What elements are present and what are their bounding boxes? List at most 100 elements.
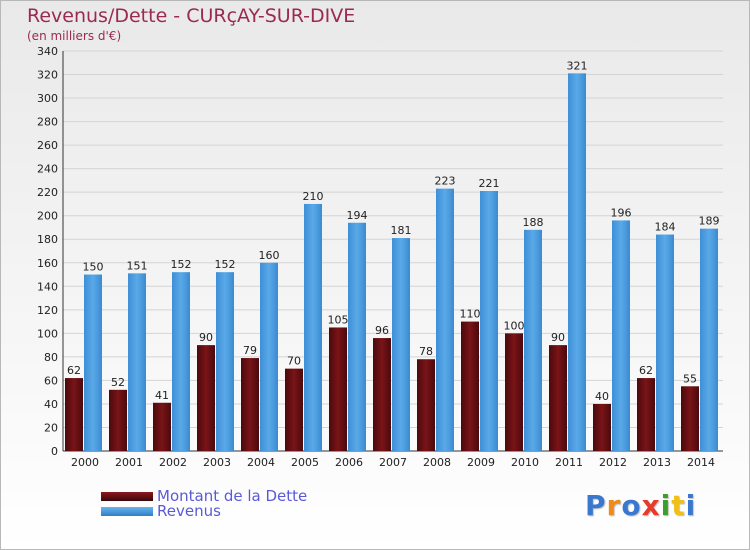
x-tick-label: 2006: [335, 456, 363, 469]
bar-dette: [505, 333, 523, 451]
y-tick-label: 180: [37, 233, 58, 246]
bar-revenus: [612, 220, 630, 451]
y-tick-label: 220: [37, 186, 58, 199]
data-label-dette: 41: [155, 389, 169, 402]
chart-title: Revenus/Dette - CURçAY-SUR-DIVE: [27, 5, 356, 27]
data-label-dette: 62: [67, 364, 81, 377]
x-tick-label: 2004: [247, 456, 275, 469]
bar-dette: [329, 327, 347, 451]
bar-revenus: [700, 228, 718, 451]
data-label-dette: 105: [328, 313, 349, 326]
logo-letter: t: [671, 489, 686, 522]
legend-swatch-revenus: [101, 507, 153, 516]
x-tick-label: 2002: [159, 456, 187, 469]
bar-dette: [373, 338, 391, 451]
y-tick-label: 240: [37, 163, 58, 176]
data-label-revenus: 152: [215, 258, 236, 271]
data-label-revenus: 184: [655, 221, 676, 234]
bar-revenus: [304, 203, 322, 451]
data-label-revenus: 181: [391, 224, 412, 237]
bar-dette: [109, 389, 127, 451]
y-tick-label: 120: [37, 304, 58, 317]
data-label-revenus: 194: [347, 209, 368, 222]
bar-revenus: [216, 272, 234, 451]
y-tick-label: 100: [37, 327, 58, 340]
legend-swatch-dette: [101, 492, 153, 501]
y-tick-label: 0: [51, 445, 58, 458]
bar-revenus: [524, 229, 542, 451]
bar-dette: [549, 345, 567, 451]
data-label-dette: 90: [199, 331, 213, 344]
logo-letter: x: [641, 489, 661, 522]
data-label-dette: 40: [595, 390, 609, 403]
logo-letter: o: [621, 489, 642, 522]
data-label-revenus: 221: [479, 177, 500, 190]
bar-dette: [681, 386, 699, 451]
x-tick-label: 2007: [379, 456, 407, 469]
data-label-dette: 90: [551, 331, 565, 344]
x-tick-label: 2012: [599, 456, 627, 469]
bar-revenus: [480, 191, 498, 451]
y-tick-label: 300: [37, 92, 58, 105]
bar-revenus: [436, 188, 454, 451]
data-label-revenus: 223: [435, 175, 456, 188]
data-label-dette: 55: [683, 372, 697, 385]
bar-revenus: [392, 238, 410, 451]
data-label-revenus: 210: [303, 190, 324, 203]
logo-letter: P: [585, 489, 607, 522]
y-tick-label: 200: [37, 210, 58, 223]
x-tick-label: 2011: [555, 456, 583, 469]
x-tick-label: 2008: [423, 456, 451, 469]
data-label-revenus: 321: [567, 59, 588, 72]
x-tick-label: 2003: [203, 456, 231, 469]
proxiti-logo: Proxiti: [585, 489, 696, 522]
x-tick-label: 2000: [71, 456, 99, 469]
data-label-dette: 79: [243, 344, 257, 357]
data-label-dette: 70: [287, 355, 301, 368]
y-tick-label: 280: [37, 116, 58, 129]
bar-dette: [593, 403, 611, 451]
x-tick-label: 2005: [291, 456, 319, 469]
bar-revenus: [348, 222, 366, 451]
y-tick-label: 140: [37, 280, 58, 293]
y-tick-label: 60: [44, 374, 58, 387]
data-label-dette: 110: [460, 308, 481, 321]
data-label-revenus: 160: [259, 249, 280, 262]
data-label-revenus: 152: [171, 258, 192, 271]
data-label-revenus: 189: [699, 215, 720, 228]
x-tick-label: 2013: [643, 456, 671, 469]
x-tick-label: 2010: [511, 456, 539, 469]
logo-letter: i: [660, 489, 672, 522]
data-label-dette: 96: [375, 324, 389, 337]
data-label-revenus: 150: [83, 261, 104, 274]
x-tick-label: 2001: [115, 456, 143, 469]
bar-dette: [637, 378, 655, 451]
data-label-revenus: 151: [127, 259, 148, 272]
bar-revenus: [656, 234, 674, 451]
data-label-dette: 62: [639, 364, 653, 377]
data-label-dette: 78: [419, 345, 433, 358]
logo-letter: i: [685, 489, 697, 522]
bar-dette: [285, 368, 303, 451]
data-label-dette: 52: [111, 376, 125, 389]
y-tick-label: 320: [37, 69, 58, 82]
data-label-revenus: 188: [523, 216, 544, 229]
y-tick-label: 340: [37, 45, 58, 58]
data-label-revenus: 196: [611, 206, 632, 219]
y-tick-label: 260: [37, 139, 58, 152]
bar-revenus: [260, 262, 278, 451]
bar-dette: [65, 378, 83, 451]
bar-dette: [197, 345, 215, 451]
data-label-dette: 100: [504, 319, 525, 332]
bar-revenus: [568, 73, 586, 452]
bar-revenus: [172, 272, 190, 451]
x-tick-label: 2009: [467, 456, 495, 469]
y-tick-label: 80: [44, 351, 58, 364]
logo-letter: r: [606, 489, 622, 522]
chart-subtitle: (en milliers d'€): [27, 29, 122, 43]
bar-dette: [241, 358, 259, 451]
y-tick-label: 40: [44, 398, 58, 411]
bar-dette: [461, 321, 479, 451]
legend-label-revenus: Revenus: [157, 502, 221, 520]
